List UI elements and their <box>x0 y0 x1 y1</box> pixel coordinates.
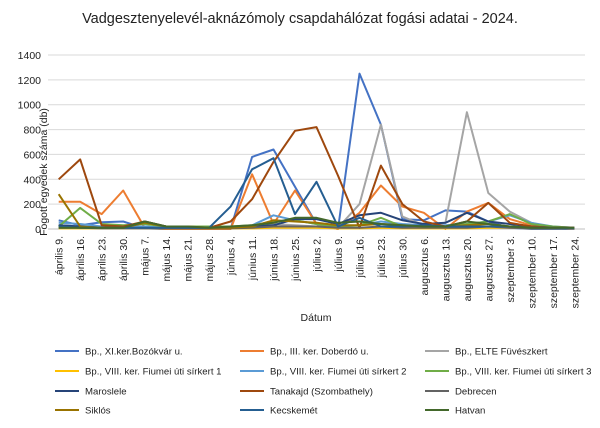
gridlines <box>48 54 585 230</box>
x-tick-label: április 30. <box>118 236 130 281</box>
legend-label: Bp., III. ker. Doberdó u. <box>270 347 369 358</box>
x-tick-label: augusztus 20. <box>462 236 474 301</box>
y-tick-labels: 0 200 400 600 800 1000 1200 1400 <box>18 50 42 236</box>
x-tick-label: szeptember 10. <box>526 236 538 308</box>
y-tick-label: 200 <box>23 199 41 211</box>
y-tick-label: 800 <box>23 125 41 137</box>
legend: Bp., XI.ker.Bozókvár u. Bp., III. ker. Do… <box>55 347 592 417</box>
x-tick-label: április 9. <box>54 236 66 275</box>
y-tick-label: 0 <box>35 224 41 236</box>
x-tick-label: augusztus 13. <box>440 236 452 301</box>
legend-label: Kecskemét <box>270 406 318 417</box>
series-lines <box>57 72 575 230</box>
legend-label: Hatvan <box>455 406 485 417</box>
x-tick-label: július 16. <box>355 236 367 278</box>
x-tick-label: június 4. <box>226 236 238 276</box>
x-tick-label: június 18. <box>269 236 281 282</box>
x-tick-label: április 16. <box>75 236 87 281</box>
series-line <box>58 216 575 229</box>
x-axis-label: Dátum <box>301 312 332 324</box>
x-tick-label: május 7. <box>140 236 152 276</box>
legend-label: Tanakajd (Szombathely) <box>270 387 373 398</box>
x-tick-label: július 2. <box>312 236 324 273</box>
y-tick-label: 1400 <box>18 50 42 62</box>
x-tick-label: május 28. <box>204 236 216 282</box>
y-tick-label: 400 <box>23 174 41 186</box>
x-tick-labels: április 9. április 16. április 23. április … <box>54 236 582 308</box>
x-tick-label: szeptember 17. <box>548 236 560 308</box>
legend-label: Siklós <box>85 406 111 417</box>
x-tick-label: június 25. <box>290 236 302 282</box>
legend-label: Bp., VIII. ker. Fiumei úti sírkert 2 <box>270 367 407 378</box>
y-axis-label: Fogott egyedek száma (db) <box>38 108 50 236</box>
legend-label: Bp., ELTE Füvészkert <box>455 347 548 358</box>
y-tick-label: 600 <box>23 149 41 161</box>
legend-label: Bp., XI.ker.Bozókvár u. <box>85 347 183 358</box>
x-tick-label: augusztus 27. <box>483 236 495 301</box>
chart-title: Vadgesztenyelevél-aknázómoly csapdahálóz… <box>82 11 518 27</box>
x-tick-label: május 14. <box>161 236 173 282</box>
x-tick-label: július 9. <box>333 236 345 273</box>
y-tick-label: 1000 <box>18 100 42 112</box>
legend-label: Bp., VIII. ker. Fiumei úti sírkert 3 <box>455 367 592 378</box>
x-tick-label: április 23. <box>97 236 109 281</box>
y-tick-label: 1200 <box>18 75 42 87</box>
series-line <box>58 157 575 230</box>
x-tick-label: szeptember 24. <box>569 236 581 308</box>
series-line <box>58 72 575 230</box>
x-tick-label: május 21. <box>183 236 195 282</box>
x-tick-label: július 23. <box>376 236 388 278</box>
x-tick-label: július 30. <box>397 236 409 278</box>
x-tick-label: június 11. <box>247 236 259 281</box>
legend-label: Debrecen <box>455 387 497 398</box>
x-tick-label: augusztus 6. <box>419 236 431 296</box>
legend-label: Bp., VIII. ker. Fiumei úti sírkert 1 <box>85 367 222 378</box>
legend-label: Maroslele <box>85 387 127 398</box>
x-tick-label: szeptember 3. <box>505 236 517 303</box>
